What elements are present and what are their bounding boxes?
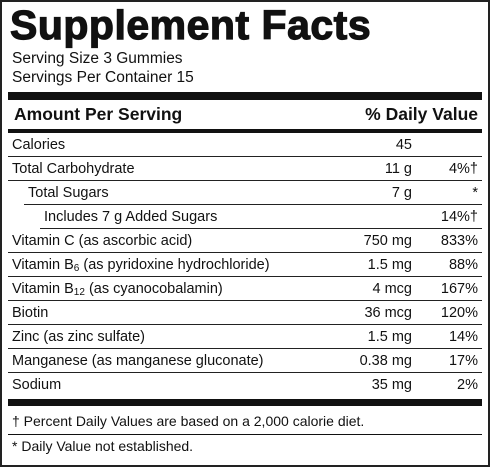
daily-value: 17% — [448, 353, 478, 369]
daily-value: 14% — [448, 329, 478, 345]
subscript: 6 — [73, 263, 80, 274]
nutrient-name: Total Sugars — [28, 185, 109, 201]
amount: 750 mg — [363, 233, 412, 249]
daily-value: 88% — [448, 257, 478, 273]
thick-rule — [8, 399, 482, 406]
nutrient-row: Total Sugars 7 g * — [24, 181, 482, 205]
nutrient-name: Zinc (as zinc sulfate) — [12, 329, 145, 345]
amount: 1.5 mg — [367, 257, 412, 273]
nutrient-row: Vitamin B12 (as cyanocobalamin) 4 mcg 167% — [8, 277, 482, 301]
nutrient-row: Manganese (as manganese gluconate) 0.38 m… — [8, 349, 482, 373]
daily-value: 167% — [440, 281, 478, 297]
servings-per-container: Servings Per Container 15 — [12, 69, 194, 86]
amount: 11 g — [384, 161, 412, 177]
name-text: Total Sugars — [28, 185, 109, 201]
daily-value: 4%† — [448, 161, 478, 177]
name-text: Zinc (as zinc sulfate) — [12, 329, 145, 345]
amount: 1.5 mg — [367, 329, 412, 345]
daily-value-header: % Daily Value — [365, 104, 478, 124]
daily-value: 14%† — [440, 209, 478, 225]
name-text: Biotin — [12, 305, 49, 321]
daily-value: 2% — [457, 377, 478, 393]
name-text: Vitamin B — [12, 257, 74, 273]
amount: 0.38 mg — [359, 353, 412, 369]
medium-rule — [8, 129, 482, 133]
nutrient-name: Vitamin B12 (as cyanocobalamin) — [12, 281, 223, 298]
thick-rule — [8, 92, 482, 100]
name-text: Calories — [12, 137, 66, 153]
daily-value: * — [472, 185, 478, 201]
daily-value: 833% — [440, 233, 478, 249]
subscript: 12 — [73, 287, 85, 298]
nutrient-row: Vitamin C (as ascorbic acid) 750 mg 833% — [8, 229, 482, 253]
amount: 36 mcg — [364, 305, 412, 321]
name-text: Manganese (as manganese gluconate) — [12, 353, 264, 369]
thin-rule — [8, 434, 482, 435]
nutrient-row: Includes 7 g Added Sugars 14%† — [40, 205, 482, 229]
nutrient-row: Vitamin B6 (as pyridoxine hydrochloride)… — [8, 253, 482, 277]
name-note: (as cyanocobalamin) — [88, 281, 223, 297]
nutrient-name: Sodium — [12, 377, 61, 393]
nutrient-row: Total Carbohydrate 11 g 4%† — [8, 157, 482, 181]
nutrient-row: Calories 45 — [8, 133, 482, 157]
nutrient-name: Manganese (as manganese gluconate) — [12, 353, 264, 369]
name-note: (as pyridoxine hydrochloride) — [83, 257, 270, 273]
name-text: Includes 7 g Added Sugars — [44, 209, 218, 225]
nutrient-name: Vitamin B6 (as pyridoxine hydrochloride) — [12, 257, 270, 274]
nutrient-name: Total Carbohydrate — [12, 161, 135, 177]
nutrient-row: Sodium 35 mg 2% — [8, 373, 482, 397]
daily-value: 120% — [440, 305, 478, 321]
amount: 7 g — [391, 185, 412, 201]
amount: 35 mg — [371, 377, 412, 393]
name-text: Vitamin C (as ascorbic acid) — [12, 233, 193, 249]
amount: 45 — [395, 137, 412, 153]
serving-size: Serving Size 3 Gummies — [12, 50, 183, 67]
nutrient-name: Biotin — [12, 305, 48, 321]
name-text: Total Carbohydrate — [12, 161, 135, 177]
nutrient-name: Calories — [12, 137, 65, 153]
nutrient-row: Zinc (as zinc sulfate) 1.5 mg 14% — [8, 325, 482, 349]
footnote: † Percent Daily Values are based on a 2,… — [12, 413, 365, 429]
footnote: * Daily Value not established. — [12, 438, 194, 454]
name-text: Vitamin B — [12, 281, 74, 297]
title: Supplement Facts — [9, 2, 372, 49]
nutrient-row: Biotin 36 mcg 120% — [8, 301, 482, 325]
name-text: Sodium — [12, 377, 62, 393]
amount: 4 mcg — [372, 281, 413, 297]
nutrient-name: Includes 7 g Added Sugars — [44, 209, 217, 225]
nutrient-name: Vitamin C (as ascorbic acid) — [12, 233, 192, 249]
amount-header: Amount Per Serving — [14, 104, 183, 124]
